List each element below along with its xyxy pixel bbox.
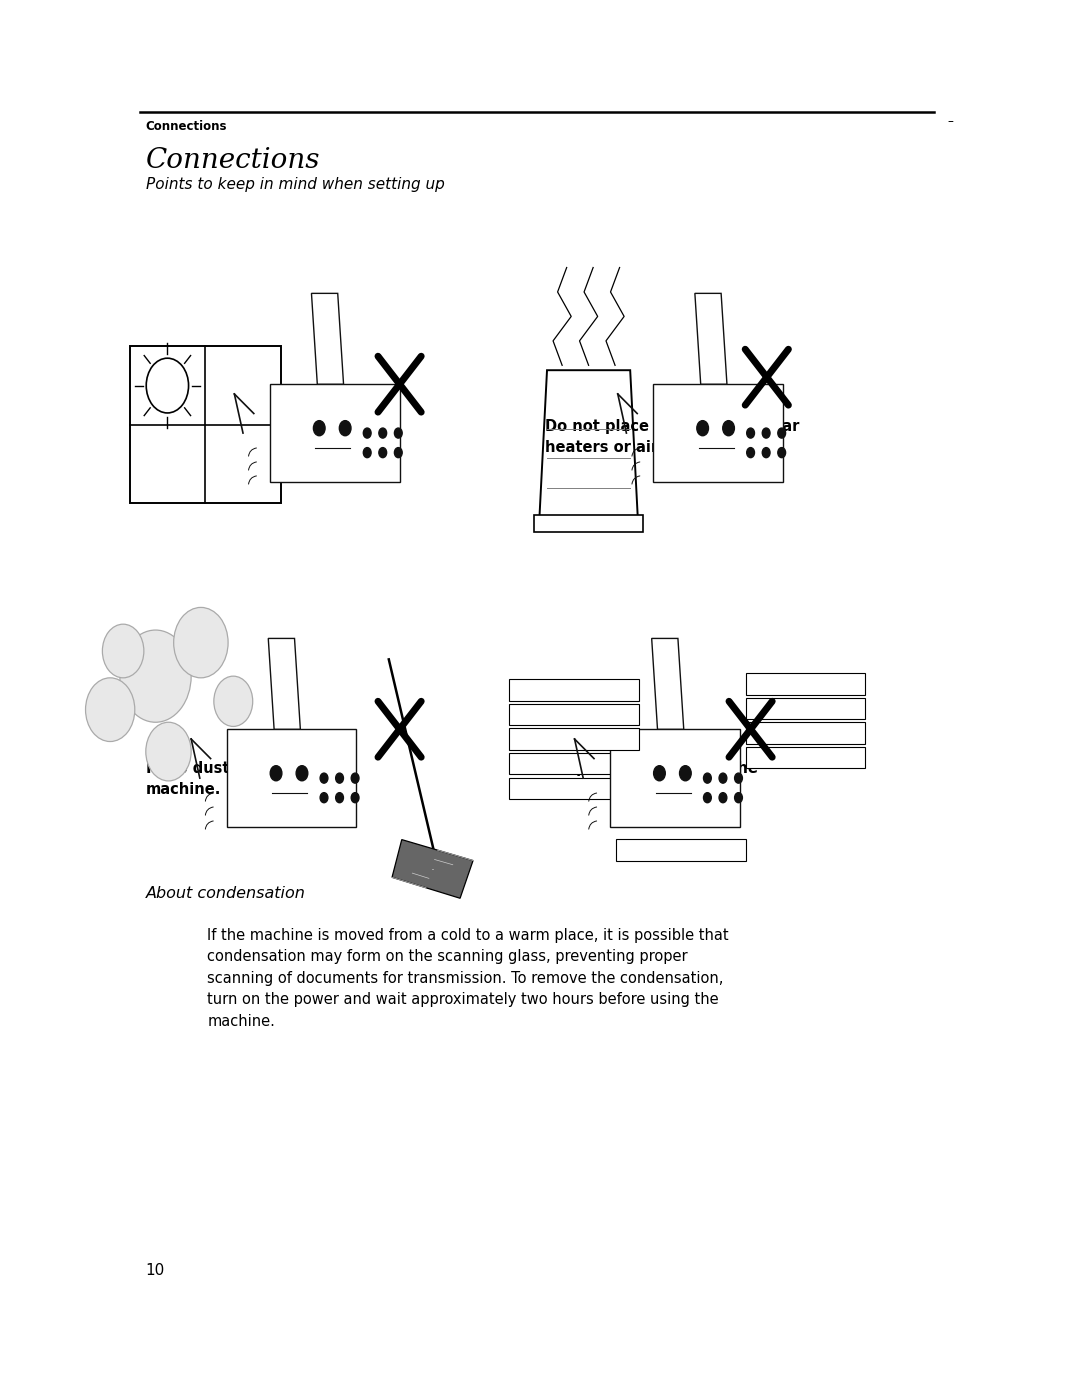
- Circle shape: [719, 792, 727, 803]
- Bar: [509, 753, 639, 774]
- Circle shape: [270, 766, 282, 781]
- Circle shape: [320, 773, 328, 784]
- Bar: [616, 840, 746, 861]
- Circle shape: [296, 766, 308, 781]
- Circle shape: [746, 447, 755, 458]
- Circle shape: [394, 427, 402, 439]
- Circle shape: [313, 420, 325, 436]
- Circle shape: [351, 792, 359, 803]
- Bar: [746, 697, 865, 719]
- Bar: [746, 722, 865, 743]
- Text: Keep the area around the
machine clear.: Keep the area around the machine clear.: [545, 761, 758, 796]
- Circle shape: [679, 766, 691, 781]
- Bar: [509, 679, 639, 701]
- Bar: [130, 346, 281, 503]
- Circle shape: [653, 766, 665, 781]
- Circle shape: [734, 773, 742, 784]
- Circle shape: [351, 773, 359, 784]
- Circle shape: [103, 624, 144, 678]
- Circle shape: [697, 420, 708, 436]
- Circle shape: [336, 792, 343, 803]
- Circle shape: [214, 676, 253, 726]
- Circle shape: [320, 792, 328, 803]
- Text: Connections: Connections: [146, 120, 227, 133]
- Bar: [509, 778, 639, 799]
- Text: Connections: Connections: [146, 147, 321, 173]
- Polygon shape: [268, 638, 300, 729]
- Circle shape: [363, 427, 372, 439]
- FancyBboxPatch shape: [610, 729, 740, 827]
- FancyBboxPatch shape: [227, 729, 356, 827]
- Circle shape: [174, 608, 228, 678]
- Polygon shape: [392, 840, 473, 898]
- Circle shape: [336, 773, 343, 784]
- Bar: [746, 673, 865, 694]
- Circle shape: [146, 722, 191, 781]
- Bar: [746, 747, 865, 768]
- Circle shape: [762, 427, 770, 439]
- Text: –: –: [947, 115, 953, 127]
- Bar: [509, 704, 639, 725]
- Circle shape: [723, 420, 734, 436]
- Text: Keep dust away from the
machine.: Keep dust away from the machine.: [146, 761, 353, 796]
- Bar: [509, 728, 639, 750]
- FancyBboxPatch shape: [270, 384, 400, 482]
- Circle shape: [703, 773, 712, 784]
- Circle shape: [394, 447, 402, 458]
- Circle shape: [379, 427, 387, 439]
- Text: Points to keep in mind when setting up: Points to keep in mind when setting up: [146, 177, 445, 193]
- Circle shape: [703, 792, 712, 803]
- Text: About condensation: About condensation: [146, 886, 306, 901]
- Polygon shape: [651, 638, 684, 729]
- Circle shape: [120, 630, 191, 722]
- Circle shape: [762, 447, 770, 458]
- Polygon shape: [694, 293, 727, 384]
- Circle shape: [734, 792, 742, 803]
- Text: Do not place the machine in
direct sunlight.: Do not place the machine in direct sunli…: [146, 419, 378, 454]
- Circle shape: [778, 427, 785, 439]
- Text: 10: 10: [146, 1263, 165, 1278]
- Text: Do not place the machine near
heaters or air conditioners.: Do not place the machine near heaters or…: [545, 419, 800, 454]
- Circle shape: [778, 447, 785, 458]
- Circle shape: [379, 447, 387, 458]
- Circle shape: [85, 678, 135, 742]
- Text: If the machine is moved from a cold to a warm place, it is possible that
condens: If the machine is moved from a cold to a…: [207, 928, 729, 1030]
- Circle shape: [339, 420, 351, 436]
- FancyBboxPatch shape: [653, 384, 783, 482]
- Circle shape: [363, 447, 372, 458]
- Circle shape: [719, 773, 727, 784]
- Circle shape: [746, 427, 755, 439]
- Polygon shape: [311, 293, 343, 384]
- Bar: [535, 515, 643, 532]
